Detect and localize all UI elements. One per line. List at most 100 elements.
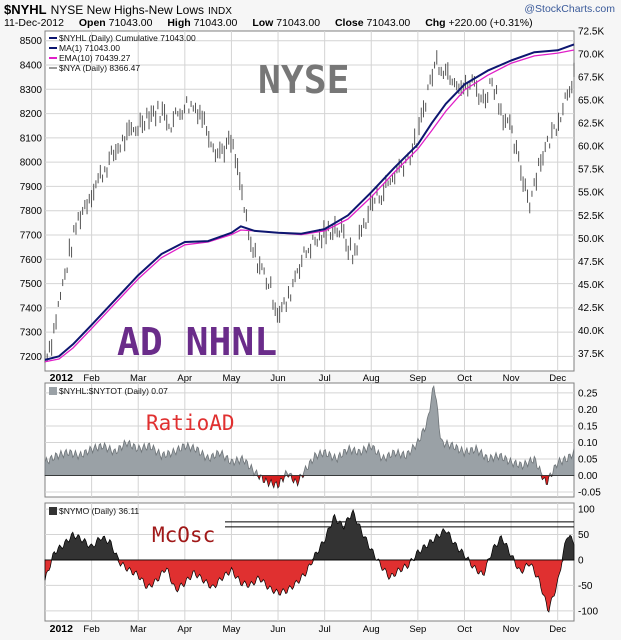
index-name: NYSE New Highs-New Lows	[50, 3, 205, 17]
ratio-legend-swatch	[49, 387, 57, 395]
left-tick-label: 8400	[20, 61, 43, 72]
mcosc-area-negative	[44, 559, 575, 613]
quote-date: 11-Dec-2012	[4, 17, 64, 29]
left-tick-label: 7200	[20, 352, 43, 363]
right-tick-label: 62.5K	[578, 119, 604, 130]
chart-title: $NYHL NYSE New Highs-New Lows INDX	[4, 2, 232, 17]
high-value: 71043.00	[193, 17, 238, 29]
right-tick-label: 67.5K	[578, 73, 604, 84]
left-tick-label: 8500	[20, 36, 43, 47]
x-tick-label: Jul	[319, 624, 331, 635]
left-tick-label: 7600	[20, 255, 43, 266]
ratio-tick-label: -0.05	[578, 488, 601, 499]
x-tick-label: Jun	[270, 373, 285, 384]
x-tick-label: Feb	[83, 373, 99, 384]
x-tick-label: 2012	[50, 623, 74, 635]
right-tick-label: 65.0K	[578, 96, 604, 107]
right-tick-label: 52.5K	[578, 211, 604, 222]
annotation-nyse: NYSE	[258, 58, 350, 102]
ratio-tick-label: 0.25	[578, 388, 598, 399]
exchange-label: INDX	[208, 6, 232, 17]
ratio-area-positive	[44, 384, 575, 477]
left-tick-label: 8100	[20, 133, 43, 144]
panel-ratio	[44, 382, 575, 498]
x-tick-label: Sep	[409, 624, 426, 635]
left-tick-label: 8200	[20, 109, 43, 120]
cumulative-line	[44, 43, 575, 361]
left-tick-label: 8300	[20, 85, 43, 96]
x-tick-label: Apr	[177, 624, 192, 635]
right-tick-label: 40.0K	[578, 326, 604, 337]
close-value: 71043.00	[366, 17, 411, 29]
left-tick-label: 7500	[20, 279, 43, 290]
x-tick-label: May	[222, 624, 240, 635]
quote-line: 11-Dec-2012 Open 71043.00 High 71043.00 …	[4, 17, 533, 29]
right-tick-label: 37.5K	[578, 349, 604, 360]
ratio-area-negative	[44, 475, 575, 489]
ratio-tick-label: 0.05	[578, 455, 598, 466]
x-tick-label: Nov	[503, 624, 520, 635]
x-tick-label: Dec	[549, 373, 566, 384]
right-tick-label: 55.0K	[578, 188, 604, 199]
close-label: Close	[334, 17, 364, 29]
ratio-tick-label: 0.10	[578, 438, 598, 449]
mcosc-tick-label: 100	[578, 505, 595, 516]
right-tick-label: 60.0K	[578, 142, 604, 153]
right-tick-label: 45.0K	[578, 280, 604, 291]
ratio-tick-label: 0.00	[578, 471, 598, 482]
right-tick-label: 72.5K	[578, 27, 604, 38]
left-tick-label: 7700	[20, 231, 43, 242]
mcosc-tick-label: 0	[578, 555, 584, 566]
x-tick-label: Apr	[177, 373, 192, 384]
annotation-ad-nhnl: AD NHNL	[117, 320, 277, 364]
left-tick-label: 7300	[20, 328, 43, 339]
symbol-label: $NYHL	[4, 2, 47, 17]
legend-entry: $NYA (Daily) 8366.47	[59, 63, 140, 73]
x-tick-label: Oct	[457, 624, 472, 635]
right-tick-label: 42.5K	[578, 303, 604, 314]
right-tick-label: 50.0K	[578, 234, 604, 245]
x-tick-label: Jul	[319, 373, 331, 384]
low-label: Low	[252, 17, 274, 29]
right-tick-label: 47.5K	[578, 257, 604, 268]
chg-label: Chg	[425, 17, 446, 29]
mcosc-legend: $NYMO (Daily) 36.11	[59, 506, 139, 516]
x-tick-label: Mar	[130, 624, 146, 635]
x-tick-label: Dec	[549, 624, 566, 635]
x-tick-label: Oct	[457, 373, 472, 384]
x-tick-label: Sep	[409, 373, 426, 384]
x-tick-label: Aug	[363, 624, 380, 635]
annotation-ratioad: RatioAD	[146, 411, 235, 435]
x-tick-label: Feb	[83, 624, 99, 635]
x-tick-label: May	[222, 373, 240, 384]
x-tick-label: Jun	[270, 624, 285, 635]
chg-value: +220.00 (+0.31%)	[448, 17, 533, 29]
left-tick-label: 8000	[20, 158, 43, 169]
mcosc-tick-label: -50	[578, 581, 593, 592]
low-value: 71043.00	[276, 17, 321, 29]
high-label: High	[167, 17, 191, 29]
left-tick-label: 7900	[20, 182, 43, 193]
stockcharts-credit: @StockCharts.com	[524, 3, 615, 15]
open-label: Open	[78, 17, 106, 29]
left-tick-label: 7800	[20, 206, 43, 217]
legend-entry: MA(1) 71043.00	[59, 43, 120, 53]
right-tick-label: 70.0K	[578, 50, 604, 61]
x-tick-label: Aug	[363, 373, 380, 384]
left-tick-label: 7400	[20, 303, 43, 314]
mcosc-tick-label: -100	[578, 606, 598, 617]
ratio-tick-label: 0.20	[578, 405, 598, 416]
panel-main	[44, 30, 575, 372]
annotation-mcosc: McOsc	[152, 523, 215, 547]
ratio-tick-label: 0.15	[578, 421, 598, 432]
mcosc-legend-swatch	[49, 507, 57, 515]
ratio-legend: $NYHL:$NYTOT (Daily) 0.07	[59, 386, 168, 396]
right-tick-label: 57.5K	[578, 165, 604, 176]
open-value: 71043.00	[108, 17, 153, 29]
x-tick-label: Nov	[503, 373, 520, 384]
x-tick-label: Mar	[130, 373, 146, 384]
legend-entry: $NYHL (Daily) Cumulative 71043.00	[59, 33, 196, 43]
